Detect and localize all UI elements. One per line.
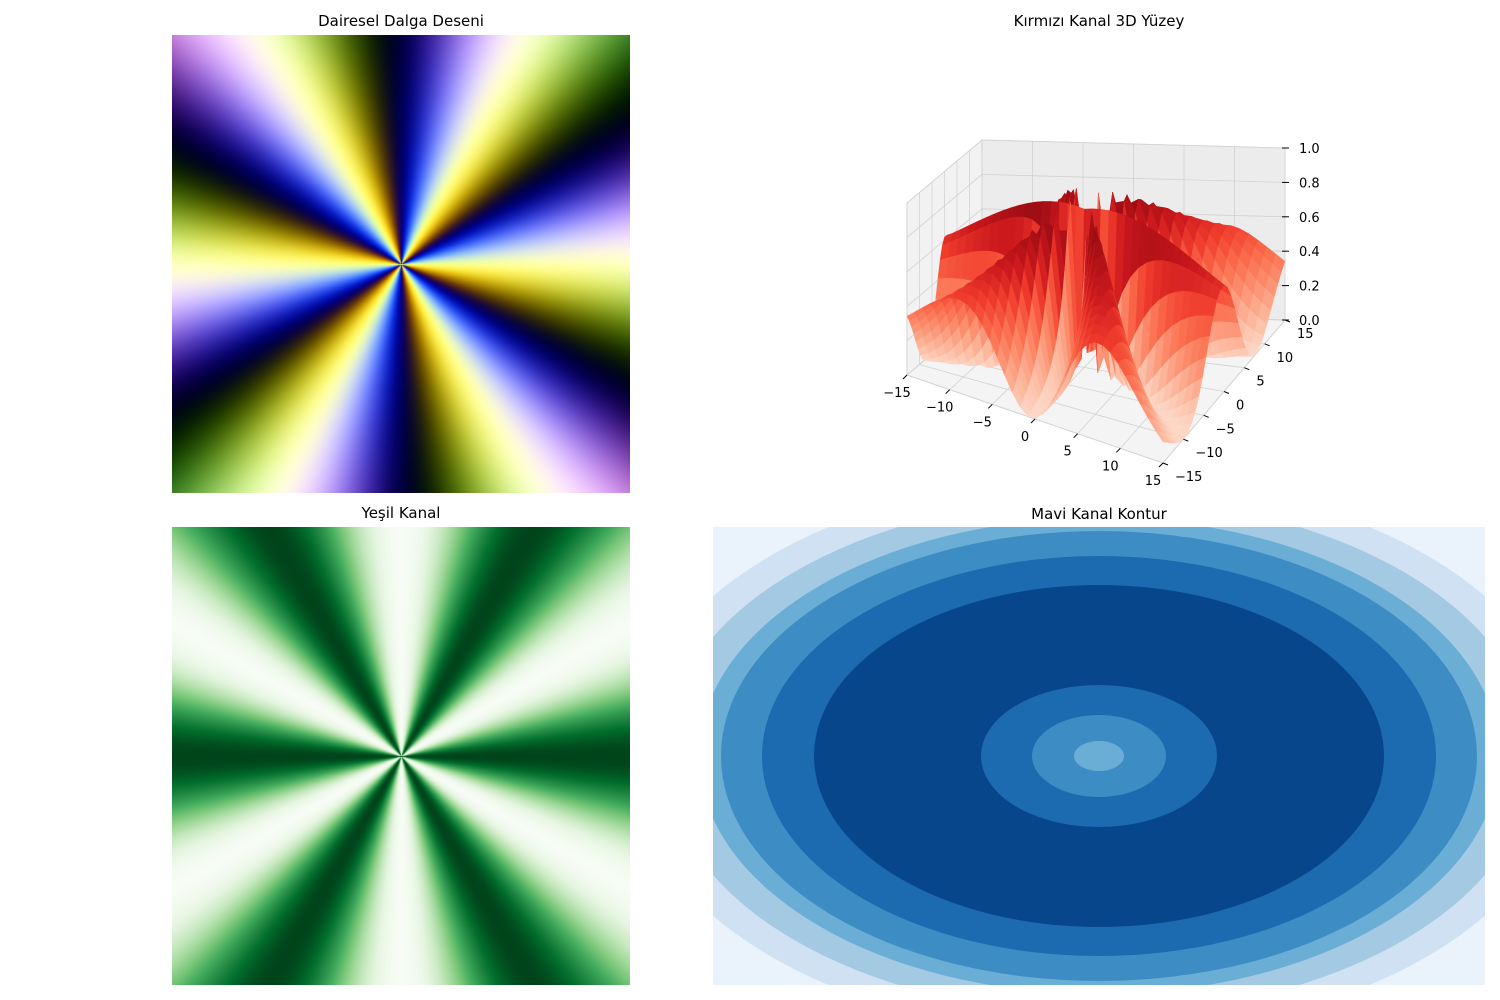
x-tick-label: −15	[883, 386, 910, 401]
z-tick-label: 0.0	[1299, 314, 1320, 329]
panel4-title: Mavi Kanal Kontur	[1031, 505, 1167, 523]
x-tick-label: 10	[1102, 459, 1119, 474]
y-tick	[1264, 343, 1270, 347]
x-tick-label: 0	[1021, 430, 1029, 445]
x-tick	[902, 374, 908, 380]
z-tick-label: 0.2	[1299, 280, 1320, 295]
contour-band	[1074, 741, 1124, 771]
gridline	[906, 208, 1286, 273]
x-tick	[1115, 447, 1121, 453]
y-tick	[1223, 391, 1230, 394]
gridline	[906, 173, 1286, 238]
y-tick-label: 10	[1277, 351, 1294, 366]
x-tick	[1158, 462, 1164, 468]
gridline	[906, 139, 1286, 204]
panel2-title: Kırmızı Kanal 3D Yüzey	[1013, 12, 1185, 30]
y-tick-label: −5	[1216, 422, 1235, 437]
surface-patch	[1155, 430, 1168, 443]
x-tick	[1030, 418, 1036, 424]
x-tick-label: 15	[1145, 474, 1162, 489]
z-tick-label: 0.8	[1299, 176, 1320, 191]
x-tick-label: −5	[973, 415, 992, 430]
y-tick-label: 0	[1236, 399, 1244, 414]
rgb-wave-image	[172, 35, 630, 493]
blue-contour-plot	[713, 527, 1485, 985]
z-tick-label: 1.0	[1299, 142, 1320, 157]
panel3-title: Yeşil Kanal	[361, 504, 441, 522]
y-tick	[1203, 414, 1209, 418]
panel1-title: Dairesel Dalga Deseni	[318, 12, 484, 30]
x-tick	[1073, 433, 1079, 439]
y-tick-label: −10	[1195, 446, 1222, 461]
y-tick	[1183, 438, 1189, 442]
x-tick-label: −10	[926, 401, 953, 416]
y-tick	[1162, 462, 1169, 466]
x-tick-label: 5	[1064, 445, 1072, 460]
y-tick	[1244, 367, 1250, 371]
z-tick-label: 0.6	[1299, 211, 1320, 226]
x-tick	[987, 403, 993, 409]
y-tick-label: 5	[1256, 375, 1264, 390]
y-tick-label: −15	[1175, 470, 1202, 485]
x-tick	[945, 389, 951, 395]
green-channel-image	[172, 527, 630, 985]
z-tick-label: 0.4	[1299, 245, 1320, 260]
y-tick-label: 15	[1297, 327, 1314, 342]
